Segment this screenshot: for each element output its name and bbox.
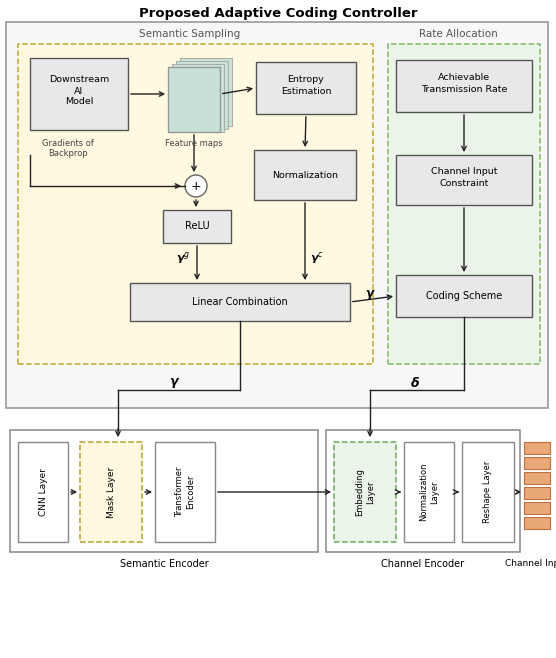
Bar [30, 58, 128, 130]
Bar [396, 275, 532, 317]
Text: Semantic Sampling: Semantic Sampling [140, 29, 241, 39]
Bar [256, 62, 356, 114]
Text: Downstream: Downstream [49, 76, 109, 84]
Text: Rate Allocation: Rate Allocation [419, 29, 498, 39]
Text: AI: AI [75, 86, 83, 95]
Text: $\boldsymbol{\delta}$: $\boldsymbol{\delta}$ [410, 376, 420, 390]
Bar [396, 60, 532, 112]
Text: Transmission Rate: Transmission Rate [421, 86, 507, 95]
Bar [462, 442, 514, 542]
Bar [396, 155, 532, 205]
Bar [524, 517, 550, 529]
Text: $\boldsymbol{\gamma}^c$: $\boldsymbol{\gamma}^c$ [310, 250, 324, 266]
Text: Model: Model [65, 97, 93, 107]
Text: Reshape Layer: Reshape Layer [484, 461, 493, 523]
Bar [254, 150, 356, 200]
Bar [388, 44, 540, 364]
Bar [18, 44, 373, 364]
Text: Transformer
Encoder: Transformer Encoder [175, 467, 195, 517]
Bar [404, 442, 454, 542]
Text: +: + [191, 180, 201, 193]
Bar [155, 442, 215, 542]
Text: Channel Encoder: Channel Encoder [381, 559, 465, 569]
Text: Achievable: Achievable [438, 74, 490, 82]
Bar [168, 67, 220, 132]
Text: Coding Scheme: Coding Scheme [426, 291, 502, 301]
Text: CNN Layer: CNN Layer [38, 468, 47, 516]
Bar [10, 430, 318, 552]
Text: Semantic Encoder: Semantic Encoder [120, 559, 208, 569]
Text: $\boldsymbol{\gamma}^g$: $\boldsymbol{\gamma}^g$ [176, 250, 190, 266]
Text: ReLU: ReLU [185, 221, 209, 231]
Bar [80, 442, 142, 542]
Text: Linear Combination: Linear Combination [192, 297, 288, 307]
Bar [18, 442, 68, 542]
Text: Backprop: Backprop [48, 149, 88, 157]
Bar [524, 457, 550, 469]
Text: Embedding
Layer: Embedding Layer [355, 468, 375, 516]
Bar [180, 58, 232, 126]
Text: $\boldsymbol{\gamma}$: $\boldsymbol{\gamma}$ [170, 376, 181, 390]
Bar [524, 472, 550, 484]
Text: Entropy: Entropy [287, 76, 324, 84]
Text: $\boldsymbol{\gamma}$: $\boldsymbol{\gamma}$ [365, 288, 375, 302]
Text: Channel Input: Channel Input [431, 168, 497, 176]
Text: Normalization: Normalization [272, 170, 338, 180]
Text: Feature maps: Feature maps [165, 138, 223, 147]
Text: Gradients of: Gradients of [42, 138, 94, 147]
Text: Estimation: Estimation [281, 88, 331, 97]
Bar [176, 61, 228, 129]
Bar [334, 442, 396, 542]
Text: Constraint: Constraint [439, 178, 489, 188]
Text: Channel Input: Channel Input [505, 559, 556, 569]
Bar [172, 64, 224, 132]
Bar [130, 283, 350, 321]
Bar [6, 22, 548, 408]
Bar [524, 502, 550, 514]
Text: Normalization
Layer: Normalization Layer [419, 463, 439, 521]
Text: Proposed Adaptive Coding Controller: Proposed Adaptive Coding Controller [139, 7, 417, 20]
Bar [524, 487, 550, 499]
Bar [163, 210, 231, 243]
Text: Mask Layer: Mask Layer [107, 467, 116, 518]
Bar [326, 430, 520, 552]
Bar [524, 442, 550, 454]
Circle shape [185, 175, 207, 197]
